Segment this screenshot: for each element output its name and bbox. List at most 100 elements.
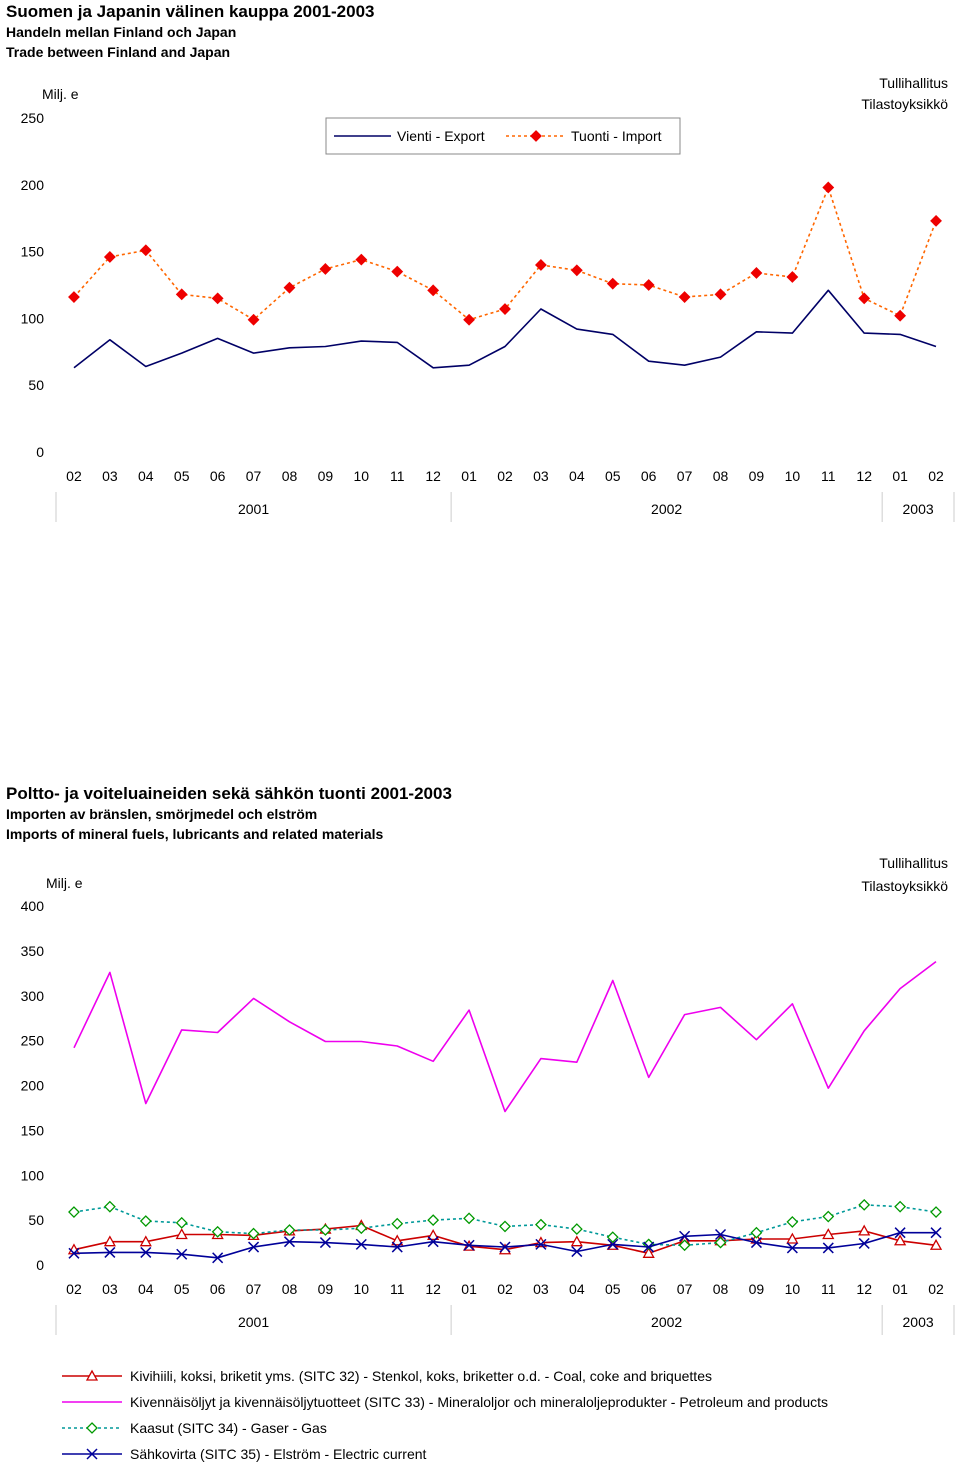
- data-point: [714, 288, 727, 301]
- x-tick-label: 02: [497, 468, 513, 484]
- data-point: [463, 1239, 475, 1251]
- data-point: [786, 1232, 799, 1244]
- x-tick-label: 06: [641, 468, 657, 484]
- x-tick-label: 11: [821, 468, 836, 484]
- data-point: [642, 279, 655, 291]
- source-line-1: Tullihallitus: [879, 75, 948, 91]
- y-tick-label: 200: [21, 1078, 45, 1094]
- x-tick-label: 09: [749, 468, 765, 484]
- y-tick-label: 350: [21, 943, 45, 959]
- x-tick-label: 05: [174, 468, 190, 484]
- data-point: [391, 1217, 404, 1230]
- data-point: [571, 1246, 583, 1258]
- y-tick-label: 50: [28, 1212, 44, 1228]
- year-label: 2003: [903, 1314, 934, 1330]
- data-point: [606, 1231, 619, 1244]
- data-point: [570, 1223, 583, 1236]
- data-point: [248, 1241, 260, 1253]
- x-tick-label: 09: [318, 468, 334, 484]
- y-axis-label: Milj. e: [46, 875, 83, 891]
- x-tick-label: 07: [677, 468, 693, 484]
- data-point: [175, 288, 188, 301]
- year-label: 2003: [903, 501, 934, 517]
- legend-marker: [530, 130, 542, 142]
- data-point: [679, 1230, 691, 1242]
- data-point: [858, 1198, 871, 1211]
- series-line: [73, 960, 937, 1113]
- x-tick-label: 01: [461, 468, 477, 484]
- y-tick-label: 150: [21, 1122, 45, 1138]
- data-point: [427, 1214, 440, 1227]
- x-tick-label: 02: [928, 468, 944, 484]
- data-point: [211, 292, 224, 305]
- data-point: [499, 1241, 511, 1253]
- data-point: [355, 1238, 367, 1250]
- y-tick-label: 250: [21, 1033, 45, 1049]
- x-tick-label: 08: [713, 1281, 729, 1297]
- x-tick-label: 10: [354, 468, 370, 484]
- data-point: [750, 267, 763, 279]
- data-point: [103, 251, 116, 263]
- data-point: [212, 1252, 224, 1264]
- data-point: [535, 259, 547, 271]
- source-line-2: Tilastoyksikkö: [861, 96, 948, 112]
- legend-label: Kivihiili, koksi, briketit yms. (SITC 32…: [130, 1368, 712, 1384]
- x-tick-label: 03: [102, 1281, 118, 1297]
- data-point: [822, 1228, 835, 1240]
- data-point: [247, 313, 260, 326]
- series-2: [68, 181, 942, 326]
- data-point: [786, 1216, 799, 1228]
- data-point: [139, 1215, 152, 1227]
- data-point: [570, 1235, 583, 1247]
- data-point: [930, 214, 942, 227]
- data-point: [176, 1248, 188, 1260]
- legend-label: Sähkovirta (SITC 35) - Elström - Electri…: [130, 1446, 427, 1462]
- data-point: [427, 1236, 439, 1248]
- data-point: [104, 1246, 116, 1258]
- legend: Vienti - Export Tuonti - Import: [325, 117, 681, 155]
- x-tick-label: 06: [210, 1281, 226, 1297]
- series-3: [68, 1198, 942, 1252]
- data-point: [930, 1227, 942, 1239]
- year-label: 2002: [651, 501, 682, 517]
- legend-label: Vienti - Export: [397, 128, 485, 144]
- x-tick-label: 05: [605, 1281, 621, 1297]
- chart2-subtitle-en: Imports of mineral fuels, lubricants and…: [6, 826, 384, 842]
- data-point: [607, 1238, 619, 1250]
- data-point: [714, 1236, 727, 1249]
- data-point: [68, 1206, 80, 1218]
- year-label: 2002: [651, 1314, 682, 1330]
- x-tick-label: 10: [354, 1281, 370, 1297]
- data-point: [175, 1228, 188, 1240]
- x-tick-label: 07: [246, 1281, 262, 1297]
- data-point: [68, 1247, 80, 1259]
- data-point: [140, 1246, 152, 1258]
- x-tick-label: 12: [425, 1281, 441, 1297]
- x-tick-label: 08: [282, 468, 298, 484]
- data-point: [858, 1224, 871, 1236]
- x-tick-label: 02: [66, 468, 82, 484]
- x-tick-label: 04: [569, 1281, 585, 1297]
- x-tick-label: 10: [785, 1281, 801, 1297]
- chart1-title: Suomen ja Japanin välinen kauppa 2001-20…: [6, 2, 375, 21]
- year-label: 2001: [238, 1314, 269, 1330]
- x-tick-label: 09: [749, 1281, 765, 1297]
- x-tick-label: 11: [821, 1281, 836, 1297]
- x-tick-label: 07: [246, 468, 262, 484]
- x-tick-label: 04: [138, 468, 154, 484]
- data-point: [68, 291, 80, 303]
- data-point: [894, 1234, 907, 1246]
- chart1-subtitle-en: Trade between Finland and Japan: [6, 44, 231, 60]
- data-point: [247, 1227, 260, 1240]
- x-tick-label: 11: [390, 1281, 405, 1297]
- x-tick-label: 01: [461, 1281, 477, 1297]
- source-line-1: Tullihallitus: [879, 855, 948, 871]
- legend-label: Kivennäisöljyt ja kivennäisöljytuotteet …: [130, 1394, 828, 1410]
- legend: Kivihiili, koksi, briketit yms. (SITC 32…: [62, 1368, 828, 1462]
- x-tick-label: 06: [210, 468, 226, 484]
- x-tick-label: 11: [390, 468, 405, 484]
- y-tick-label: 200: [21, 177, 45, 193]
- x-tick-label: 07: [677, 1281, 693, 1297]
- year-label: 2001: [238, 501, 269, 517]
